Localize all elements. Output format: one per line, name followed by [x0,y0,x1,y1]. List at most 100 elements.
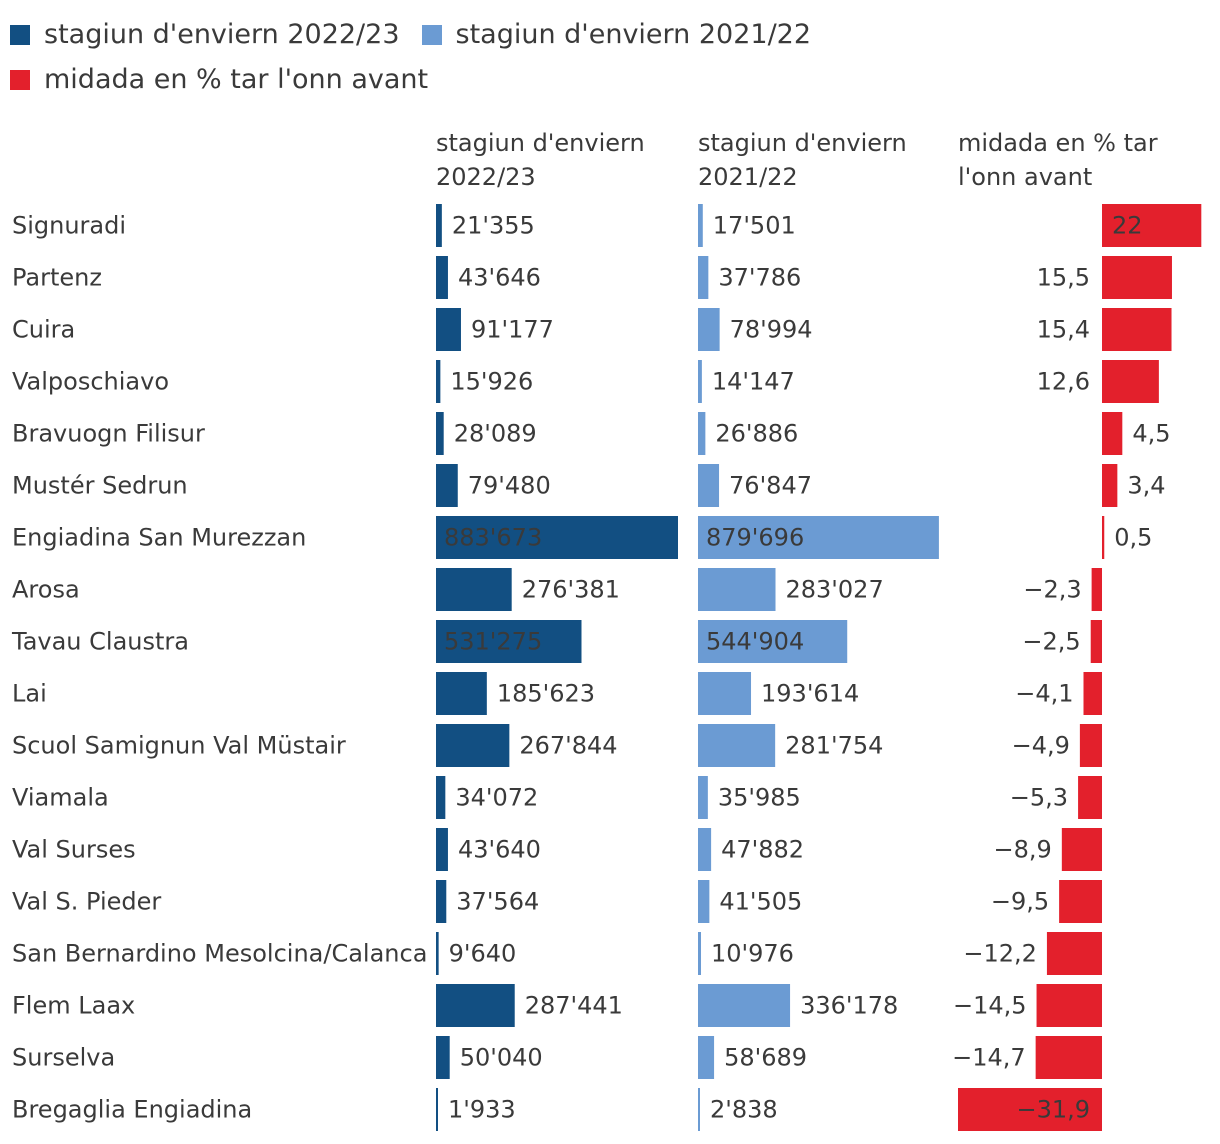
previous-bar [698,828,712,871]
current-bar [436,516,678,559]
current-value-label: 91'177 [471,316,554,344]
current-value-label: 79'480 [468,472,551,500]
previous-bar [698,932,702,975]
change-value-label: 12,6 [1037,368,1090,396]
current-bar [436,984,515,1027]
previous-bar [698,412,706,455]
change-value-label: −12,2 [963,940,1037,968]
legend-swatch-change [10,70,30,90]
previous-bar [698,308,720,351]
region-label: Cuira [12,316,75,344]
change-bar [1102,256,1172,299]
current-bar [436,932,439,975]
current-bar [436,672,487,715]
previous-value-label: 283'027 [786,576,884,604]
region-label: Surselva [12,1044,115,1072]
previous-bar [698,672,752,715]
current-value-label: 531'275 [444,628,542,656]
change-bar [1102,516,1105,559]
region-label: Val S. Pieder [12,888,161,916]
current-value-label: 43'646 [458,264,541,292]
current-bar [436,204,442,247]
region-label: Viamala [12,784,109,812]
current-bar [436,1036,450,1079]
current-bar [436,828,448,871]
region-label: Bregaglia Engiadina [12,1096,252,1124]
change-value-label: −4,9 [1012,732,1070,760]
change-bar [1102,412,1123,455]
change-bar [1078,776,1102,819]
current-value-label: 15'926 [450,368,533,396]
column-header-previous: stagiun d'enviern 2021/22 [698,129,907,191]
region-label: Flem Laax [12,992,135,1020]
previous-value-label: 17'501 [713,212,796,240]
change-bar [1102,464,1118,507]
current-value-label: 21'355 [452,212,535,240]
change-value-label: −9,5 [991,888,1049,916]
change-value-label: −4,1 [1015,680,1073,708]
current-bar [436,360,441,403]
region-label: Signuradi [12,212,126,240]
previous-value-label: 10'976 [711,940,794,968]
current-value-label: 1'933 [448,1096,516,1124]
change-value-label: 3,4 [1127,472,1165,500]
change-value-label: 4,5 [1132,420,1170,448]
current-value-label: 185'623 [497,680,595,708]
region-label: Engiadina San Murezzan [12,524,306,552]
current-bar [436,412,444,455]
current-bar [436,776,446,819]
column-header-current: stagiun d'enviern 2022/23 [436,129,645,191]
current-bar [436,464,458,507]
previous-bar [698,204,703,247]
previous-bar [698,984,791,1027]
previous-bar [698,880,710,923]
region-label: Scuol Samignun Val Müstair [12,732,346,760]
previous-value-label: 544'904 [706,628,804,656]
previous-bar [698,568,776,611]
change-value-label: −8,9 [994,836,1052,864]
current-value-label: 287'441 [525,992,623,1020]
region-label: Lai [12,680,47,708]
current-value-label: 34'072 [455,784,538,812]
legend-item-change: midada en % tar l'onn avant [10,57,428,102]
previous-value-label: 2'838 [710,1096,778,1124]
change-value-label: −31,9 [1016,1096,1090,1124]
change-value-label: −5,3 [1010,784,1068,812]
current-value-label: 50'040 [460,1044,543,1072]
region-label: Bravuogn Filisur [12,420,205,448]
change-bar [1091,568,1102,611]
previous-value-label: 26'886 [715,420,798,448]
region-label: Mustér Sedrun [12,472,188,500]
previous-value-label: 78'994 [730,316,813,344]
legend-label-current: stagiun d'enviern 2022/23 [44,19,400,50]
change-bar [1035,1036,1102,1079]
legend-item-previous: stagiun d'enviern 2021/22 [421,12,811,57]
previous-value-label: 336'178 [800,992,898,1020]
previous-value-label: 58'689 [724,1044,807,1072]
previous-value-label: 879'696 [706,524,804,552]
previous-bar [698,724,776,767]
column-header-change: midada en % tar l'onn avant [958,129,1158,191]
legend-swatch-previous [421,25,442,45]
region-label: Val Surses [12,836,136,864]
previous-bar [698,360,702,403]
current-value-label: 28'089 [454,420,537,448]
change-value-label: 22 [1112,212,1143,240]
change-bar [1083,672,1102,715]
previous-value-label: 47'882 [721,836,804,864]
previous-value-label: 35'985 [718,784,801,812]
current-value-label: 43'640 [458,836,541,864]
region-label: Partenz [12,264,102,292]
change-bar [1061,828,1102,871]
region-label: Valposchiavo [12,368,169,396]
previous-bar [698,1036,715,1079]
previous-value-label: 281'754 [785,732,883,760]
current-bar [436,308,461,351]
change-value-label: 15,5 [1037,264,1090,292]
change-value-label: −2,3 [1023,576,1081,604]
previous-value-label: 41'505 [719,888,802,916]
change-bar [1102,308,1172,351]
current-bar [436,880,447,923]
change-bar [1090,620,1102,663]
